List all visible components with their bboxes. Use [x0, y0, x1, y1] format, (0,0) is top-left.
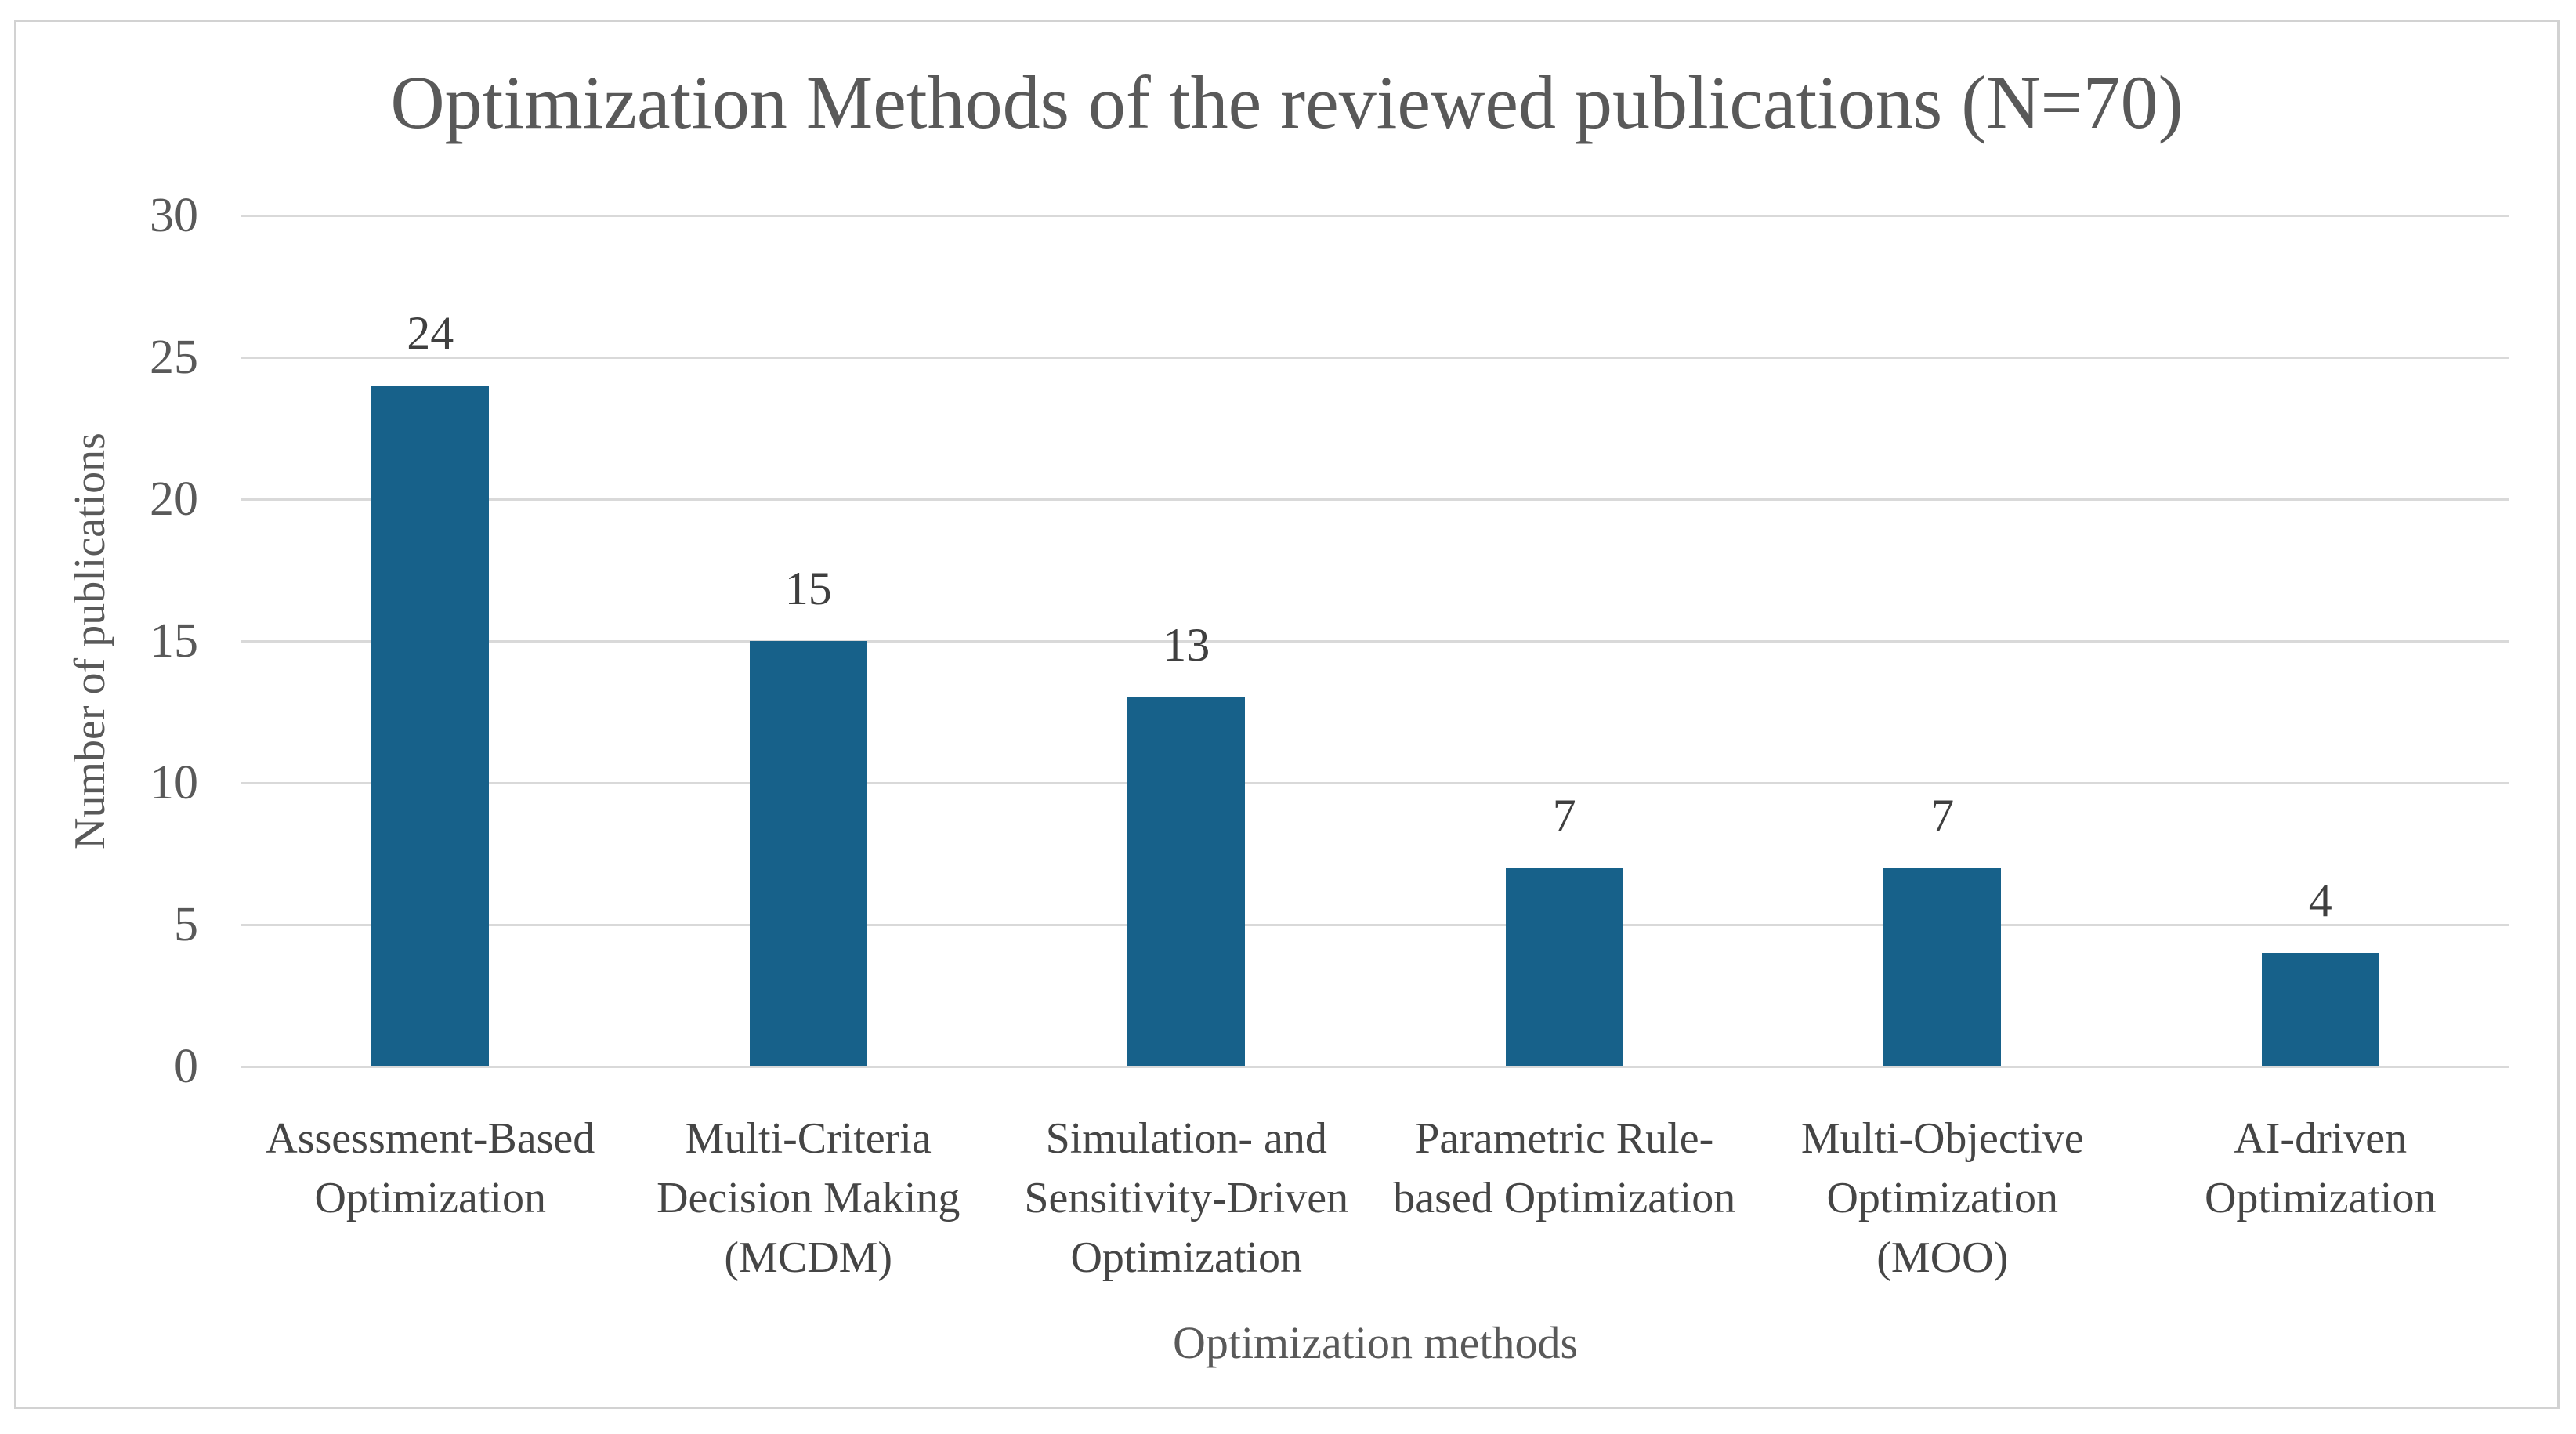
- y-tick-label: 10: [150, 756, 198, 809]
- category-label-line: Multi-Criteria: [685, 1114, 932, 1163]
- category-label-line: Decision Making: [657, 1174, 961, 1222]
- gridline: [241, 498, 2509, 501]
- category-label: Multi-Objective Optimization (MOO): [1753, 1109, 2132, 1287]
- bar-value-label: 15: [784, 563, 832, 614]
- category-label-line: Optimization: [2204, 1174, 2437, 1222]
- gridline: [241, 214, 2509, 217]
- category-label: Assessment-Based Optimization: [241, 1109, 620, 1228]
- bar-value-label: 24: [407, 307, 454, 360]
- category-label-line: Sensitivity-Driven: [1024, 1174, 1349, 1222]
- category-label-line: Assessment-Based: [266, 1114, 595, 1163]
- bar-value-label: 4: [2308, 875, 2332, 927]
- category-label-line: Simulation- and: [1045, 1114, 1327, 1163]
- category-label: AI-driven Optimization: [2131, 1109, 2510, 1228]
- category-label: Multi-Criteria Decision Making (MCDM): [619, 1109, 998, 1287]
- bar: [1505, 867, 1623, 1066]
- bar: [749, 641, 867, 1066]
- chart-frame: Optimization Methods of the reviewed pub…: [14, 20, 2560, 1409]
- x-axis-title: Optimization methods: [1172, 1317, 1579, 1368]
- bar: [2261, 953, 2379, 1066]
- category-label-line: Optimization: [1826, 1174, 2058, 1222]
- y-tick-label: 15: [150, 614, 198, 668]
- category-label-line: Optimization: [1070, 1233, 1302, 1282]
- category-label: Parametric Rule-based Optimization: [1375, 1109, 1754, 1228]
- category-label: Simulation- and Sensitivity-Driven Optimiz…: [997, 1109, 1376, 1287]
- plot-area: 24 15 13 7 7 4: [241, 214, 2509, 1068]
- y-tick-label: 0: [174, 1040, 198, 1093]
- category-label-line: based Optimization: [1393, 1174, 1736, 1222]
- category-label-line: Parametric Rule-: [1415, 1114, 1714, 1163]
- y-tick-label: 30: [150, 189, 198, 242]
- category-label-line: (MOO): [1876, 1233, 2009, 1282]
- bar: [371, 386, 490, 1066]
- category-label-line: Optimization: [314, 1174, 546, 1222]
- gridline: [241, 356, 2509, 359]
- gridline: [241, 923, 2509, 926]
- gridline: [241, 639, 2509, 643]
- bar: [1127, 697, 1246, 1066]
- bar-value-label: 7: [1552, 789, 1576, 842]
- gridline: [241, 781, 2509, 784]
- y-tick-label: 5: [174, 898, 198, 951]
- chart-title: Optimization Methods of the reviewed pub…: [390, 60, 2183, 144]
- bar-value-label: 13: [1163, 619, 1210, 672]
- category-label-line: (MCDM): [724, 1233, 893, 1282]
- y-tick-label: 20: [150, 473, 198, 526]
- bar-value-label: 7: [1930, 789, 1955, 842]
- bar: [1883, 867, 2002, 1066]
- category-label-line: AI-driven: [2234, 1114, 2408, 1163]
- y-tick-label: 25: [150, 331, 198, 384]
- gridline: [241, 1065, 2509, 1068]
- category-label-line: Multi-Objective: [1800, 1114, 2084, 1163]
